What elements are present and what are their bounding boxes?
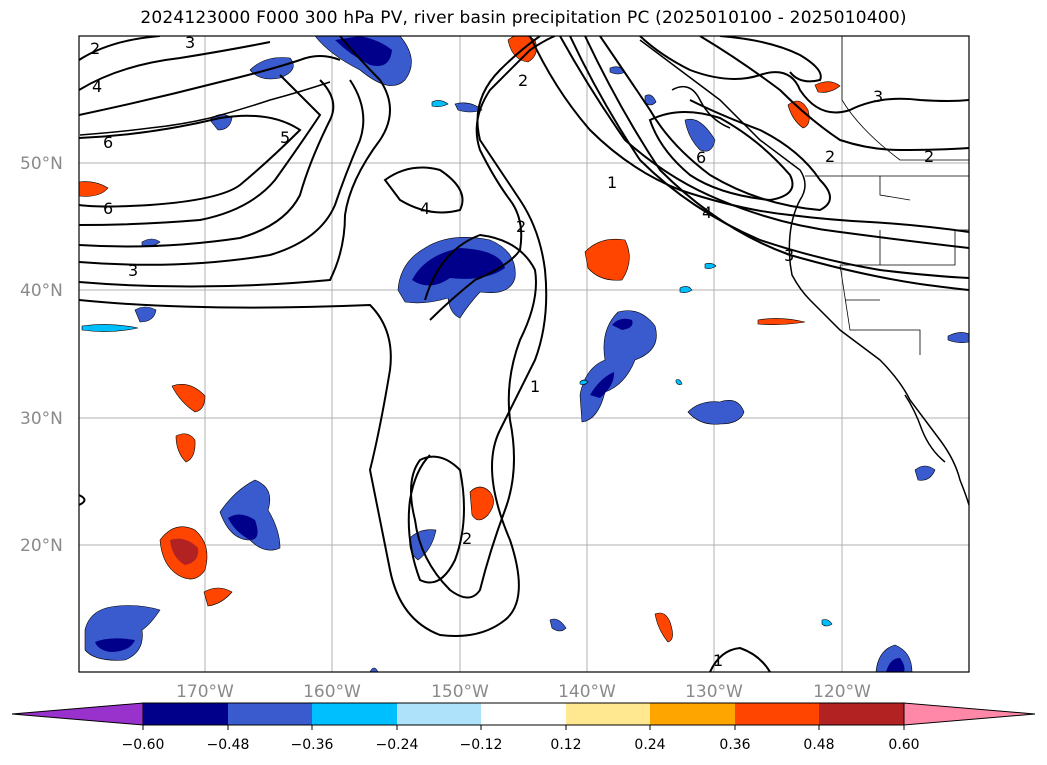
contour-label: 4 — [420, 199, 430, 218]
colorbar-segment — [819, 703, 904, 725]
colorbar-tick-label: −0.24 — [376, 737, 419, 753]
contour-label: 6 — [103, 133, 113, 152]
contour-label: 1 — [607, 173, 617, 192]
colorbar-tick-label: 0.24 — [634, 737, 665, 753]
map-frame — [78, 35, 970, 673]
contour-label: 2 — [825, 147, 835, 166]
colorbar-segment — [566, 703, 650, 725]
contour-label: 2 — [518, 71, 528, 90]
lat-label-50n: 50°N — [20, 154, 63, 174]
contour-label: 3 — [873, 87, 883, 106]
contour-label: 4 — [702, 203, 712, 222]
political-borders — [805, 36, 969, 355]
colorbar-tick-label: 0.60 — [888, 737, 919, 753]
colorbar-frame — [142, 702, 905, 726]
contour-label: 1 — [713, 651, 723, 670]
colorbar-segment — [481, 703, 566, 725]
lon-label-160w: 160°W — [303, 682, 361, 702]
map-area — [79, 36, 969, 672]
contour-label: 3 — [784, 246, 794, 265]
colorbar-segment — [735, 703, 819, 725]
colorbar-tick-label: 0.12 — [550, 737, 581, 753]
contour-label: 6 — [103, 199, 113, 218]
coastlines — [79, 39, 969, 506]
contour-label: 3 — [128, 261, 138, 280]
colorbar-tick-label: 0.48 — [803, 737, 834, 753]
contour-label: 5 — [280, 128, 290, 147]
colorbar-tick-label: −0.36 — [291, 737, 334, 753]
contour-label: 2 — [924, 147, 934, 166]
colorbar-extend-low — [11, 702, 144, 726]
colorbar: −0.60 −0.48 −0.36 −0.24 −0.12 0.12 0.24 … — [11, 702, 1036, 753]
lon-label-130w: 130°W — [685, 682, 743, 702]
colorbar-tick-label: 0.36 — [719, 737, 750, 753]
lat-label-40n: 40°N — [20, 281, 63, 301]
contour-label: 4 — [92, 77, 102, 96]
colorbar-segment — [650, 703, 735, 725]
lon-label-170w: 170°W — [176, 682, 234, 702]
contour-label: 6 — [696, 148, 706, 167]
contour-label: 3 — [185, 33, 195, 52]
contour-label: 2 — [516, 217, 526, 236]
lat-label-30n: 30°N — [20, 409, 63, 429]
colorbar-tick-label: −0.48 — [207, 737, 250, 753]
lat-labels: 50°N 40°N 30°N 20°N — [20, 154, 63, 556]
lon-label-120w: 120°W — [813, 682, 871, 702]
lon-label-150w: 150°W — [431, 682, 489, 702]
colorbar-extend-high — [903, 702, 1036, 726]
colorbar-tick-label: −0.12 — [460, 737, 503, 753]
colorbar-segment — [143, 703, 228, 725]
contour-labels: 2 3 4 6 6 5 3 4 2 2 1 1 2 4 6 2 3 3 1 2 — [90, 33, 934, 670]
colorbar-tick-label: −0.60 — [122, 737, 165, 753]
contour-label: 1 — [530, 377, 540, 396]
colorbar-segment — [312, 703, 397, 725]
pv-contours — [79, 36, 969, 672]
colorbar-segment — [228, 703, 312, 725]
figure-title: 2024123000 F000 300 hPa PV, river basin … — [140, 8, 907, 28]
lat-label-20n: 20°N — [20, 536, 63, 556]
contour-label: 2 — [90, 39, 100, 58]
lon-label-140w: 140°W — [558, 682, 616, 702]
contour-label: 2 — [462, 529, 472, 548]
lon-labels: 170°W 160°W 150°W 140°W 130°W 120°W — [176, 682, 871, 702]
gridlines — [79, 36, 969, 672]
colorbar-segment — [397, 703, 481, 725]
